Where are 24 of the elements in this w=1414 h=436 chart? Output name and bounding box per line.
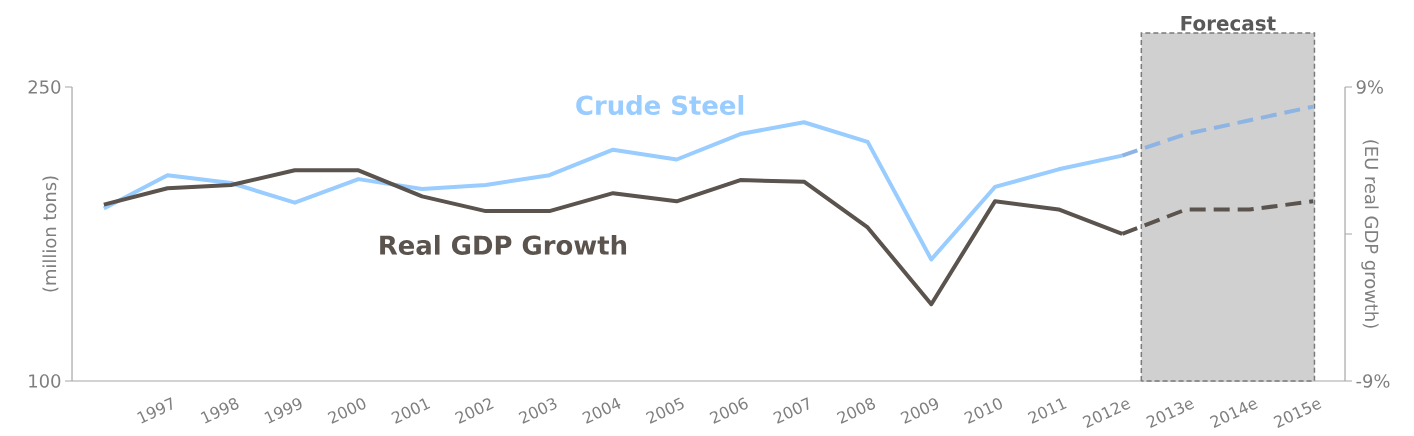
y-tick-label: 100 (29, 374, 61, 388)
x-tick-label: 2007 (773, 397, 809, 424)
x-tick-label: 2001 (391, 398, 431, 424)
x-tick-label: 2003 (518, 398, 557, 424)
y-axis-title: (million tons) (42, 176, 59, 292)
series-label: Real GDP Growth (380, 234, 627, 255)
band-label: Forecast (1181, 15, 1276, 31)
y-tick-label: 250 (28, 80, 61, 94)
y2-axis-title: (EU real GDP growth) (1361, 140, 1379, 328)
x-tick-label: 2005 (645, 397, 684, 424)
x-tick-label: 2008 (836, 398, 876, 424)
x-tick-label: 2004 (582, 397, 621, 424)
x-tick-label: 1999 (264, 398, 302, 424)
x-tick-label: 2000 (327, 398, 366, 424)
y2-tick-label: -9% (1356, 374, 1390, 388)
y2-tick-label: 9% (1356, 80, 1383, 94)
x-tick-label: 2009 (900, 398, 939, 424)
series-label: Crude Steel (576, 94, 744, 116)
x-tick-label: 1998 (200, 398, 239, 424)
x-tick-label: 2002 (454, 398, 494, 424)
x-tick-label: 2006 (709, 397, 748, 424)
x-tick-label: 2010 (964, 398, 1002, 424)
x-tick-label: 1997 (137, 397, 172, 424)
x-tick-label: 2011 (1027, 398, 1067, 424)
